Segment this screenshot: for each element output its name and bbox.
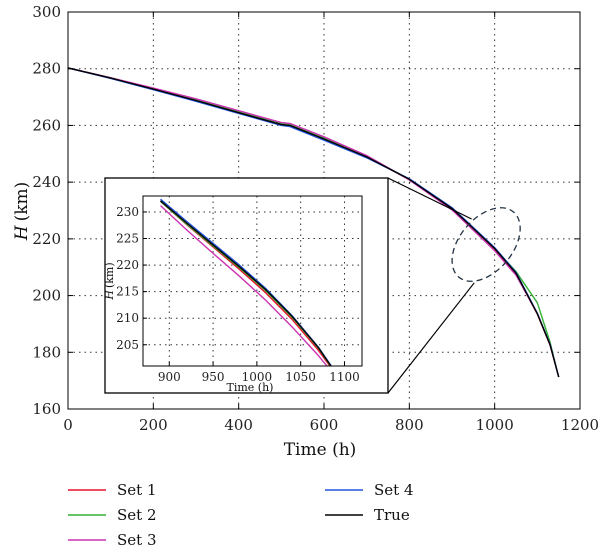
inset-series-line-set-3 <box>160 205 328 366</box>
y-tick-label: 280 <box>32 60 61 78</box>
inset-x-tick-label: 1100 <box>329 370 360 384</box>
x-tick-label: 1200 <box>561 416 599 434</box>
inset-y-axis-symbol: H <box>103 290 116 301</box>
inset-series-line-true <box>160 200 332 366</box>
zoom-connector-lines <box>387 177 475 394</box>
x-tick-label: 400 <box>224 416 253 434</box>
legend: Set 1 Set 2 Set 3 Set 4 True <box>68 481 414 549</box>
inset-x-axis-title: Time (h) <box>227 381 274 394</box>
y-tick-label: 180 <box>32 343 61 361</box>
main-axis-ticks: 0 200 400 600 800 1000 1200 160 180 200 220 240 260 2… <box>32 3 599 434</box>
legend-label-set-1: Set 1 <box>117 481 157 499</box>
y-tick-label: 240 <box>32 173 61 191</box>
inset-y-axis-title: H (km) <box>103 262 116 300</box>
inset-chart: 900 950 1000 1050 1100 205 210 215 220 225 230 Tim… <box>103 177 389 394</box>
legend-label-set-3: Set 3 <box>117 531 157 549</box>
main-series <box>67 67 560 378</box>
legend-label-true: True <box>374 506 410 524</box>
y-tick-label: 160 <box>32 400 61 418</box>
inset-axis-ticks: 900 950 1000 1050 1100 205 210 215 220 225 230 <box>116 205 360 384</box>
inset-y-tick-label: 210 <box>116 311 139 325</box>
zoom-region-ellipse <box>451 207 521 282</box>
inset-y-tick-label: 215 <box>116 285 139 299</box>
legend-label-set-4: Set 4 <box>374 481 414 499</box>
x-tick-label: 600 <box>310 416 339 434</box>
inset-x-tick-label: 1050 <box>285 370 316 384</box>
x-tick-label: 0 <box>63 416 73 434</box>
inset-y-axis-unit: (km) <box>103 262 116 288</box>
y-tick-label: 300 <box>32 3 61 21</box>
inset-y-tick-label: 230 <box>116 205 139 219</box>
inset-y-tick-label: 205 <box>116 338 139 352</box>
x-tick-label: 1000 <box>476 416 514 434</box>
y-tick-label: 260 <box>32 116 61 134</box>
inset-outer-box <box>104 177 389 394</box>
x-tick-label: 800 <box>395 416 424 434</box>
y-tick-label: 200 <box>32 287 61 305</box>
inset-series <box>160 198 333 366</box>
inset-x-tick-label: 950 <box>202 370 225 384</box>
zoom-connector-bottom <box>387 282 475 394</box>
inset-y-tick-label: 225 <box>116 232 139 246</box>
inset-plot-frame <box>142 195 363 367</box>
y-axis-title: H (km) <box>12 182 32 242</box>
y-axis-symbol: H <box>12 224 32 241</box>
legend-label-set-2: Set 2 <box>117 506 157 524</box>
zoom-connector-top <box>387 177 472 220</box>
inset-x-tick-label: 1000 <box>242 370 273 384</box>
y-tick-label: 220 <box>32 230 61 248</box>
series-line-true <box>67 67 560 378</box>
x-tick-label: 200 <box>139 416 168 434</box>
y-axis-unit: (km) <box>12 182 32 222</box>
x-axis-title: Time (h) <box>284 440 357 460</box>
inset-grid <box>143 196 362 366</box>
inset-x-tick-label: 900 <box>158 370 181 384</box>
inset-y-tick-label: 220 <box>116 258 139 272</box>
